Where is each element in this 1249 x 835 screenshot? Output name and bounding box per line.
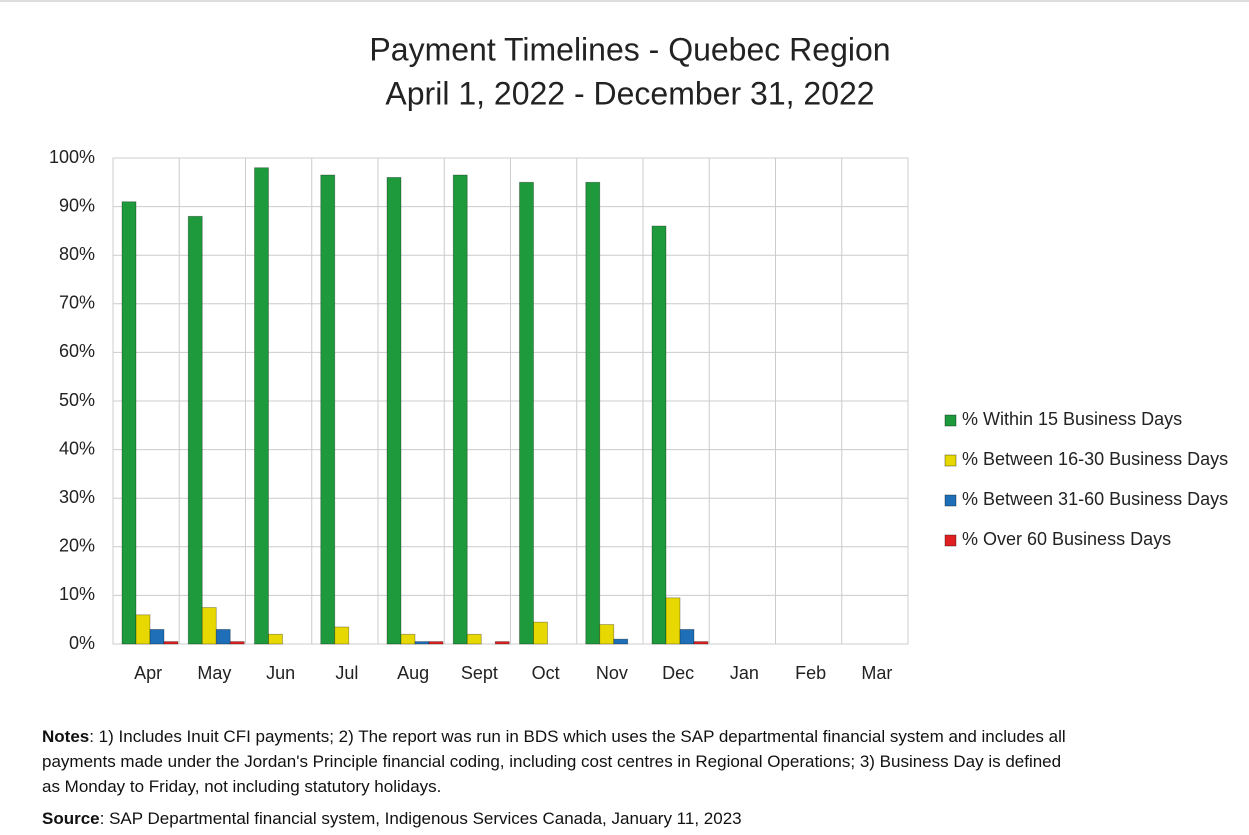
bar <box>320 174 336 645</box>
bar <box>400 633 416 645</box>
notes-label: Notes <box>42 727 90 746</box>
legend-label: % Between 31-60 Business Days <box>962 489 1228 509</box>
bar <box>334 626 350 645</box>
x-tick-label: May <box>197 663 231 683</box>
y-tick-label: 20% <box>59 536 95 556</box>
legend-label: % Within 15 Business Days <box>962 409 1182 429</box>
chart-subtitle: April 1, 2022 - December 31, 2022 <box>385 75 874 111</box>
x-tick-label: Jul <box>335 663 358 683</box>
bar <box>466 633 482 645</box>
y-tick-label: 40% <box>59 438 95 458</box>
bar <box>665 597 681 645</box>
x-tick-label: Mar <box>861 663 892 683</box>
x-tick-label: Jun <box>266 663 295 683</box>
x-tick-label: Dec <box>662 663 694 683</box>
y-tick-label: 60% <box>59 341 95 361</box>
y-tick-label: 50% <box>59 390 95 410</box>
x-tick-label: Nov <box>596 663 628 683</box>
bar <box>268 633 283 645</box>
x-tick-label: Feb <box>795 663 826 683</box>
bar <box>121 201 137 645</box>
legend-label: % Over 60 Business Days <box>962 529 1171 549</box>
bar <box>519 181 534 645</box>
bar <box>254 167 269 645</box>
y-tick-label: 10% <box>59 584 95 604</box>
bar <box>229 641 245 645</box>
y-tick-label: 0% <box>69 633 95 653</box>
bar <box>651 225 667 645</box>
source: Source: SAP Departmental financial syste… <box>42 806 1082 831</box>
notes-text: : 1) Includes Inuit CFI payments; 2) The… <box>42 727 1066 796</box>
bar <box>693 641 709 645</box>
x-tick-label: Jan <box>730 663 759 683</box>
x-tick-label: Apr <box>134 663 162 683</box>
bar <box>533 621 548 645</box>
legend-swatch <box>944 494 957 507</box>
bar <box>135 614 151 645</box>
bar <box>201 607 217 645</box>
source-text: : SAP Departmental financial system, Ind… <box>99 809 742 828</box>
notes: Notes: 1) Includes Inuit CFI payments; 2… <box>42 724 1082 799</box>
x-tick-label: Sept <box>461 663 498 683</box>
legend-swatch <box>944 414 957 427</box>
x-tick-label: Aug <box>397 663 429 683</box>
bar <box>187 215 203 645</box>
bar <box>215 629 231 645</box>
bar <box>163 641 179 645</box>
bar <box>585 181 601 645</box>
source-label: Source <box>42 809 100 828</box>
bar <box>494 641 510 645</box>
bar <box>613 638 629 645</box>
x-tick-label: Oct <box>532 663 560 683</box>
y-tick-label: 30% <box>59 487 95 507</box>
chart-title: Payment Timelines - Quebec Region <box>369 31 890 67</box>
bar <box>679 629 695 645</box>
legend-swatch <box>944 454 957 467</box>
y-tick-label: 70% <box>59 293 95 313</box>
bar <box>149 629 165 645</box>
bar <box>386 177 402 645</box>
legend-swatch <box>944 534 957 547</box>
y-tick-label: 90% <box>59 195 95 215</box>
chart: Payment Timelines - Quebec Region April … <box>49 31 1228 683</box>
bar <box>452 174 468 645</box>
bar <box>414 641 430 645</box>
bar <box>599 624 615 645</box>
bar <box>428 641 444 645</box>
legend-label: % Between 16-30 Business Days <box>962 449 1228 469</box>
y-tick-label: 100% <box>49 147 95 167</box>
y-tick-label: 80% <box>59 244 95 264</box>
